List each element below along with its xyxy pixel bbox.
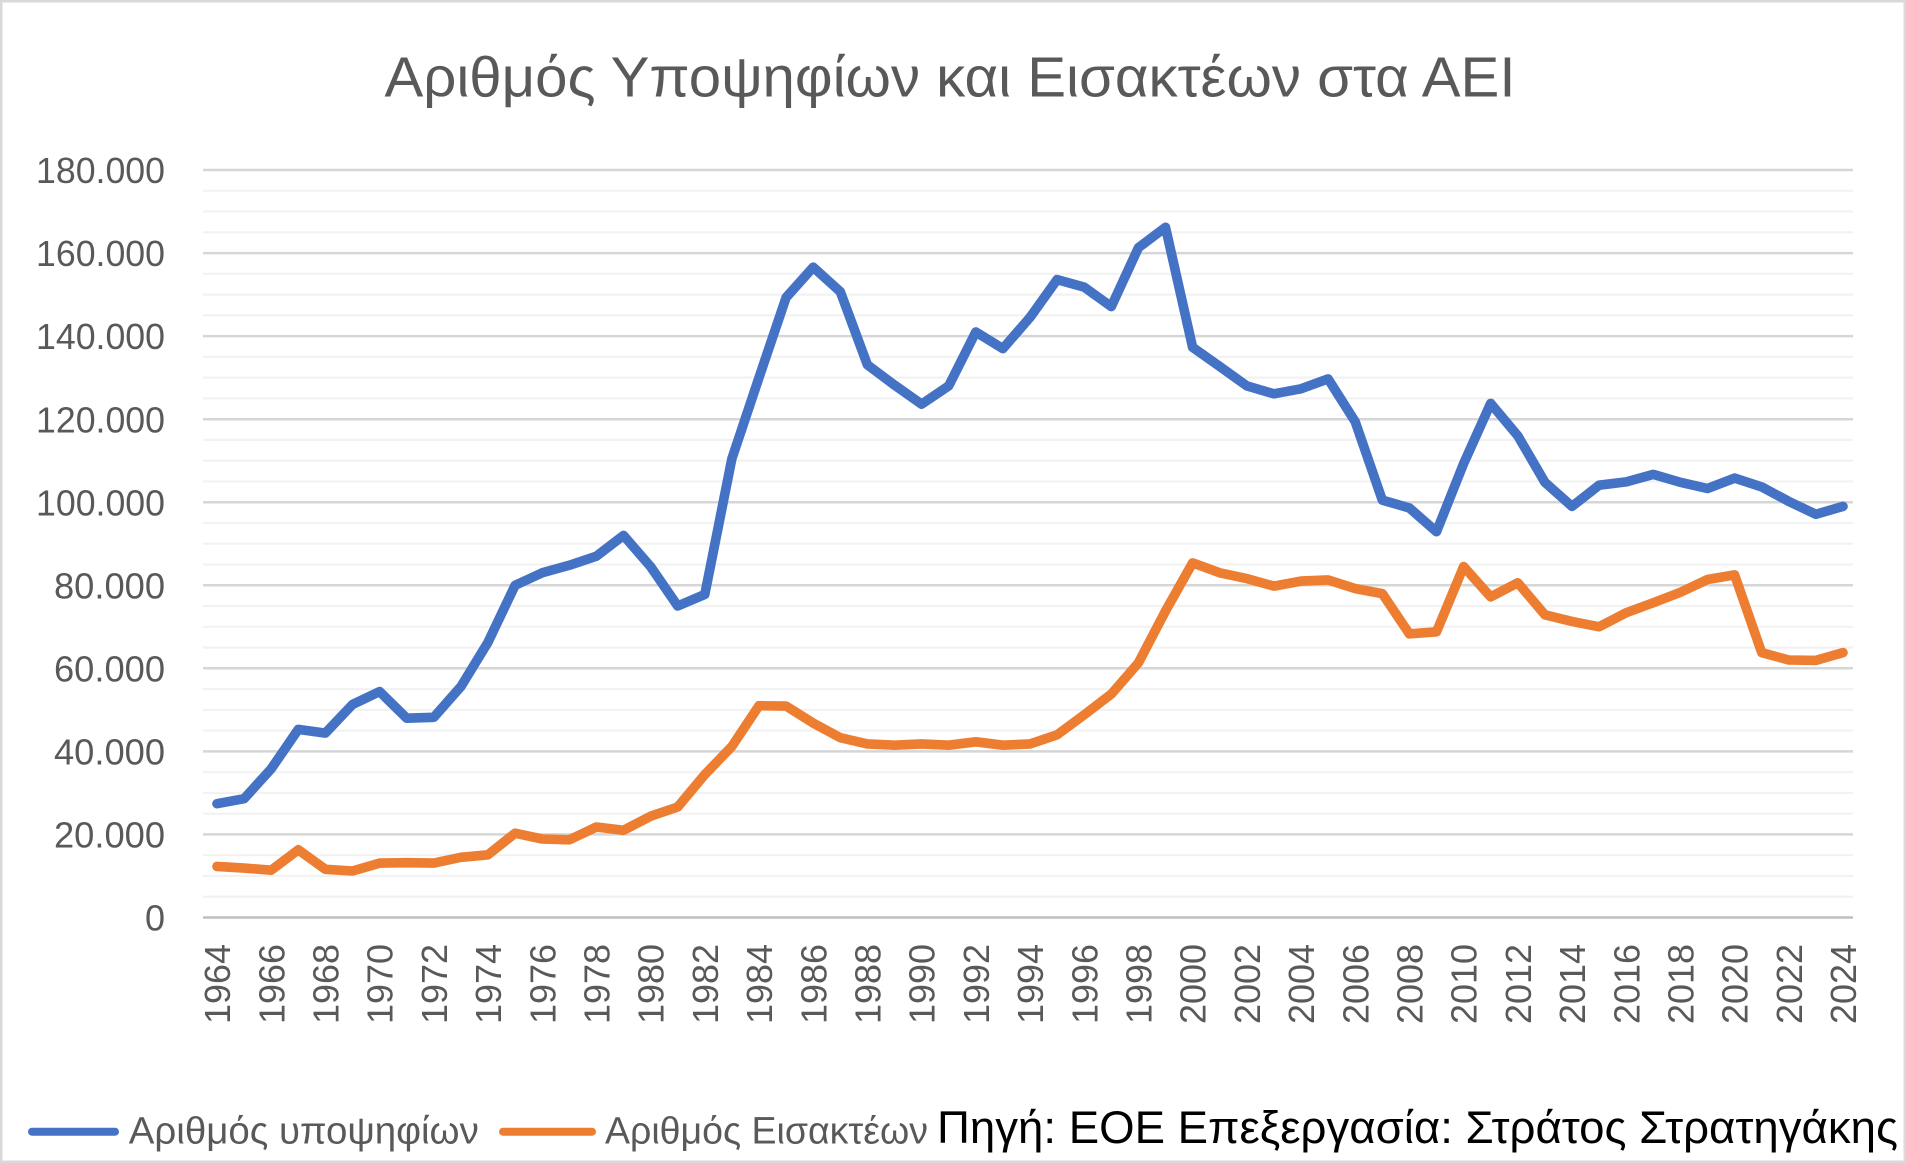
svg-text:80.000: 80.000 [54, 565, 165, 606]
svg-text:1990: 1990 [902, 944, 943, 1024]
svg-text:2022: 2022 [1769, 944, 1810, 1024]
svg-text:2016: 2016 [1606, 944, 1647, 1024]
svg-text:1994: 1994 [1010, 944, 1051, 1024]
svg-text:120.000: 120.000 [36, 399, 165, 440]
svg-text:1982: 1982 [685, 944, 726, 1024]
svg-text:2012: 2012 [1498, 944, 1539, 1024]
svg-text:1988: 1988 [848, 944, 889, 1024]
svg-text:2002: 2002 [1227, 944, 1268, 1024]
svg-text:160.000: 160.000 [36, 233, 165, 274]
svg-text:1998: 1998 [1119, 944, 1160, 1024]
svg-text:0: 0 [145, 898, 165, 939]
svg-text:1976: 1976 [522, 944, 563, 1024]
svg-text:40.000: 40.000 [54, 732, 165, 773]
svg-text:60.000: 60.000 [54, 648, 165, 689]
svg-text:1972: 1972 [414, 944, 455, 1024]
svg-text:140.000: 140.000 [36, 316, 165, 357]
svg-text:2006: 2006 [1335, 944, 1376, 1024]
svg-text:1992: 1992 [956, 944, 997, 1024]
svg-text:1966: 1966 [251, 944, 292, 1024]
svg-text:Αριθμός Υποψηφίων και Εισακτέω: Αριθμός Υποψηφίων και Εισακτέων στα ΑΕΙ [385, 46, 1516, 110]
svg-text:20.000: 20.000 [54, 815, 165, 856]
svg-text:2020: 2020 [1715, 944, 1756, 1024]
svg-text:Πηγή: ΕΟΕ Επεξεργασία: Στράτος: Πηγή: ΕΟΕ Επεξεργασία: Στράτος Στρατηγάκ… [937, 1102, 1898, 1153]
svg-text:Αριθμός Εισακτέων: Αριθμός Εισακτέων [605, 1111, 928, 1153]
svg-text:1978: 1978 [577, 944, 618, 1024]
svg-text:1980: 1980 [631, 944, 672, 1024]
svg-text:1968: 1968 [306, 944, 347, 1024]
svg-text:2024: 2024 [1823, 944, 1864, 1024]
svg-text:2004: 2004 [1281, 944, 1322, 1024]
svg-text:2014: 2014 [1552, 944, 1593, 1024]
svg-text:2018: 2018 [1661, 944, 1702, 1024]
svg-text:1984: 1984 [739, 944, 780, 1024]
svg-text:Αριθμός υποψηφίων: Αριθμός υποψηφίων [129, 1111, 479, 1153]
svg-text:2010: 2010 [1444, 944, 1485, 1024]
svg-text:1996: 1996 [1064, 944, 1105, 1024]
svg-text:1964: 1964 [197, 944, 238, 1024]
svg-text:1974: 1974 [468, 944, 509, 1024]
svg-text:180.000: 180.000 [36, 150, 165, 191]
svg-text:1986: 1986 [793, 944, 834, 1024]
svg-text:2000: 2000 [1173, 944, 1214, 1024]
svg-text:1970: 1970 [360, 944, 401, 1024]
svg-text:100.000: 100.000 [36, 482, 165, 523]
svg-text:2008: 2008 [1390, 944, 1431, 1024]
